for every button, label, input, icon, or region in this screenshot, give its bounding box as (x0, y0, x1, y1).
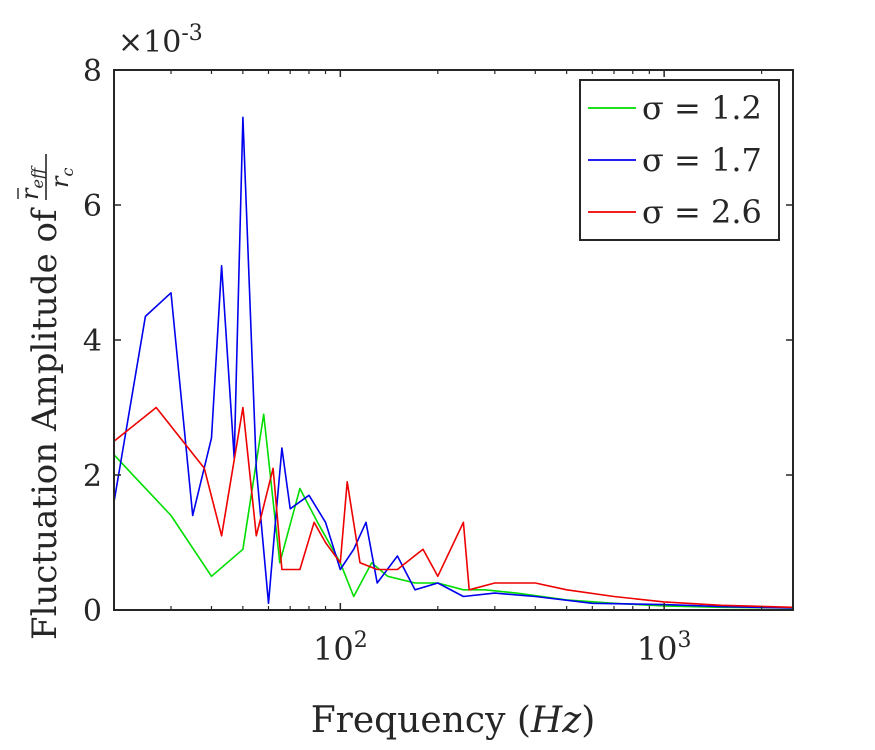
y-label-num-sub: eff (28, 165, 47, 188)
x-tick-labels: 102 103 (313, 628, 692, 668)
legend-items: σ = 1.2 σ = 1.7 σ = 2.6 (588, 89, 762, 231)
y-label-den-sub: c (58, 168, 77, 177)
x-tick-label-0: 102 (313, 628, 368, 668)
series-line-3 (113, 406, 794, 609)
y-tick-label-1: 2 (83, 459, 102, 494)
y-multiplier-base: ×10 (118, 25, 181, 60)
y-tick-label-3: 6 (83, 189, 102, 224)
series-layer (113, 116, 794, 609)
y-tick-label-4: 8 (83, 54, 102, 89)
legend-label-1: σ = 1.2 (642, 89, 762, 127)
y-axis-label: Fluctuation Amplitude of reff rc (16, 154, 77, 640)
legend: σ = 1.2 σ = 1.7 σ = 2.6 (579, 79, 780, 241)
y-tick-labels: 0 2 4 6 8 (83, 54, 102, 629)
x-tick-label-1: 103 (637, 628, 692, 668)
y-multiplier-exponent: -3 (181, 21, 202, 46)
y-label-fraction-denominator: rc (46, 168, 77, 188)
legend-label-3: σ = 2.6 (642, 193, 762, 231)
y-label-num-r: r (16, 187, 44, 200)
y-tick-label-0: 0 (83, 594, 102, 629)
y-label-fraction-numerator: reff (16, 165, 47, 200)
y-axis-multiplier: ×10-3 (118, 21, 203, 60)
axes-box (113, 69, 794, 611)
tick-layer (114, 69, 793, 611)
y-tick-label-2: 4 (83, 324, 102, 359)
series-line-2 (113, 116, 794, 609)
y-label-den-r: r (46, 175, 74, 188)
y-axis-label-text: Fluctuation Amplitude of (25, 207, 65, 640)
x-axis-label: Frequency (Hz) (311, 700, 596, 741)
y-axis-label-fraction: reff rc (16, 154, 77, 200)
legend-label-2: σ = 1.7 (642, 141, 762, 179)
